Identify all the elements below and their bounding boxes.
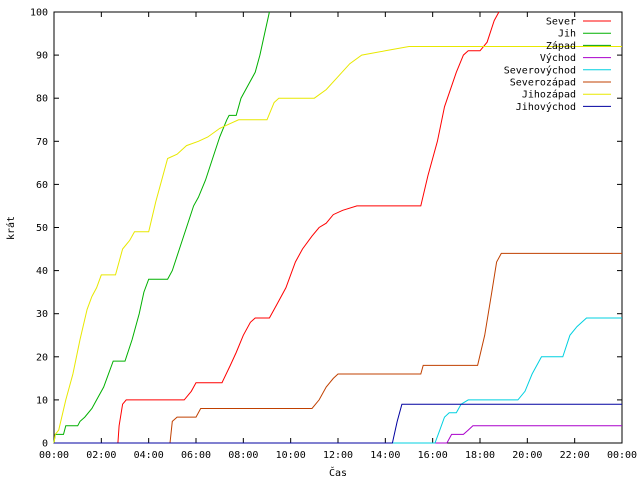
x-tick-label: 08:00	[228, 450, 258, 461]
x-tick-label: 00:00	[39, 450, 69, 461]
x-tick-label: 06:00	[181, 450, 211, 461]
series-line-sever	[54, 11, 500, 444]
series-line-jihovýchod	[54, 403, 622, 444]
x-axis-label: Čas	[329, 466, 347, 479]
y-tick-label: 40	[36, 266, 48, 277]
legend-label: Západ	[546, 40, 576, 52]
series-line-severovýchod	[54, 317, 622, 444]
legend-label: Sever	[546, 17, 576, 28]
y-tick-label: 0	[42, 439, 48, 450]
y-tick-label: 10	[36, 395, 48, 406]
legend-label: Jih	[558, 29, 576, 40]
series-line-jih	[53, 11, 270, 444]
y-axis-label: krát	[5, 216, 17, 240]
y-tick-label: 70	[36, 137, 48, 148]
legend-label: Severozápad	[510, 77, 576, 89]
y-tick-label: 50	[36, 223, 48, 234]
x-tick-label: 00:00	[607, 450, 637, 461]
series-line-jihozápad	[53, 46, 622, 444]
legend-label: Severovýchod	[504, 64, 576, 76]
legend: SeverJihZápadVýchodSeverovýchodSeverozáp…	[504, 17, 611, 113]
y-tick-label: 80	[36, 94, 48, 105]
series-line-severozápad	[54, 252, 622, 444]
y-tick-label: 90	[36, 51, 48, 62]
x-tick-label: 20:00	[512, 450, 542, 461]
y-axis: 0 10 20 30 40 50 60 70 80 90 100	[30, 8, 622, 450]
x-tick-label: 10:00	[276, 450, 306, 461]
y-tick-label: 30	[36, 309, 48, 320]
x-tick-label: 18:00	[465, 450, 495, 461]
series-lines	[53, 11, 622, 444]
x-tick-label: 16:00	[418, 450, 448, 461]
x-tick-label: 14:00	[370, 450, 400, 461]
x-axis: 00:00 02:00 04:00 06:00 08:00 10:00 12:00 14:00…	[39, 12, 637, 461]
x-tick-label: 04:00	[134, 450, 164, 461]
y-tick-label: 20	[36, 352, 48, 363]
y-tick-label: 100	[30, 8, 48, 19]
legend-label: Jihovýchod	[516, 101, 576, 113]
x-tick-label: 02:00	[86, 450, 116, 461]
legend-label: Východ	[540, 52, 576, 64]
series-line-východ	[54, 425, 622, 444]
x-tick-label: 22:00	[560, 450, 590, 461]
y-tick-label: 60	[36, 180, 48, 191]
legend-label: Jihozápad	[522, 89, 576, 101]
x-tick-label: 12:00	[323, 450, 353, 461]
